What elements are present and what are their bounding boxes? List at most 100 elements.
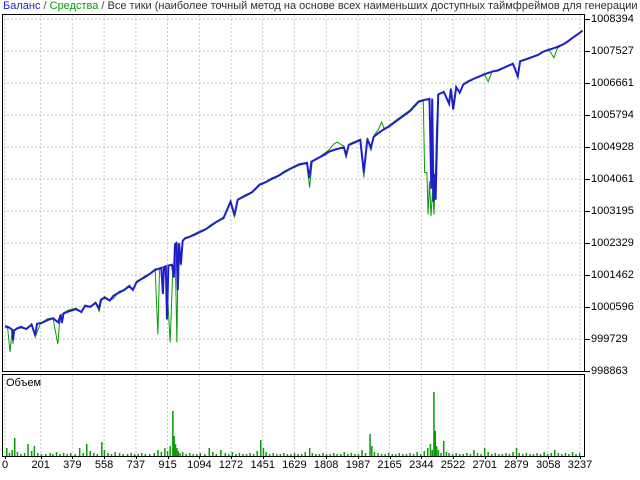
- volume-bar: [483, 448, 486, 456]
- volume-bar: [380, 454, 383, 456]
- volume-bar: [431, 450, 433, 456]
- volume-bar: [494, 453, 496, 456]
- volume-bar: [238, 453, 241, 456]
- volume-bar: [93, 453, 95, 456]
- volume-bar: [297, 454, 299, 456]
- volume-bar: [172, 411, 174, 456]
- volume-bar: [529, 454, 531, 456]
- volume-bar: [445, 452, 448, 456]
- y-axis-tick: [585, 242, 590, 244]
- volume-bar: [557, 453, 560, 456]
- x-axis-label: 1451: [250, 459, 275, 471]
- volume-bar: [192, 454, 194, 456]
- volume-pane-title: Объем: [6, 377, 42, 389]
- x-axis-label: 1272: [218, 459, 244, 471]
- volume-bar: [78, 448, 81, 456]
- volume-bar: [395, 454, 397, 456]
- volume-bar: [215, 454, 218, 456]
- volume-bar: [157, 450, 159, 456]
- y-axis-tick: [585, 339, 590, 341]
- volume-bar: [14, 438, 16, 456]
- volume-bar: [279, 454, 282, 456]
- volume-bar: [476, 453, 479, 456]
- volume-bar: [568, 454, 570, 456]
- volume-bar: [126, 454, 129, 456]
- volume-bar: [224, 453, 226, 456]
- volume-bar: [347, 454, 349, 456]
- volume-bar: [332, 453, 335, 456]
- x-axis-label: 0: [1, 459, 9, 471]
- volume-bar: [311, 453, 314, 456]
- y-axis-label: 1004061: [591, 173, 634, 186]
- volume-bar: [491, 454, 493, 456]
- x-axis-label: 3237: [567, 459, 593, 471]
- y-axis-tick: [585, 179, 590, 181]
- volume-bar: [260, 440, 262, 456]
- volume-bar: [498, 454, 500, 456]
- volume-bar: [550, 453, 552, 456]
- volume-bar: [554, 450, 556, 456]
- volume-bar: [518, 453, 520, 456]
- volume-bar: [252, 454, 255, 456]
- volume-bar: [487, 452, 489, 456]
- volume-bar: [27, 444, 29, 456]
- volume-bar: [480, 454, 482, 456]
- volume-bar: [364, 453, 367, 456]
- volume-bar: [384, 454, 386, 456]
- volume-bar: [501, 454, 504, 456]
- x-axis-tick: [262, 456, 264, 459]
- volume-bar: [20, 454, 22, 456]
- volume-bar: [107, 453, 109, 456]
- x-axis-label: 1987: [345, 459, 371, 471]
- y-axis-label: 1002329: [591, 236, 634, 249]
- volume-bar: [423, 451, 425, 456]
- volume-bar: [231, 452, 234, 456]
- y-axis-tick: [585, 115, 590, 117]
- volume-bar: [357, 454, 360, 456]
- volume-bar: [543, 452, 545, 456]
- volume-bar: [166, 451, 169, 456]
- volume-bar: [293, 453, 296, 456]
- volume-bar: [103, 450, 106, 456]
- volume-bar: [434, 431, 436, 456]
- volume-bar: [196, 454, 198, 456]
- volume-bar: [561, 454, 563, 456]
- volume-bar: [245, 454, 248, 456]
- volume-bar: [412, 454, 415, 456]
- y-axis-tick: [585, 147, 590, 148]
- volume-bar: [435, 446, 438, 456]
- volume-bar: [55, 452, 58, 456]
- volume-bar: [173, 436, 175, 456]
- volume-bar: [272, 453, 274, 456]
- volume-bar: [89, 451, 91, 456]
- volume-bar: [283, 453, 285, 456]
- volume-bar: [23, 453, 26, 456]
- y-axis-label: 1006661: [591, 77, 634, 89]
- volume-bar: [466, 453, 468, 456]
- volume-bar: [369, 434, 371, 456]
- volume-bar: [361, 450, 363, 456]
- volume-chart-pane: [2, 374, 585, 457]
- balance-equity-chart: [3, 15, 584, 371]
- volume-bar: [459, 454, 461, 456]
- x-axis-tick: [452, 456, 454, 459]
- volume-bar: [212, 452, 214, 456]
- volume-bar: [451, 454, 454, 456]
- volume-bar: [440, 453, 442, 456]
- x-axis-tick: [294, 456, 296, 459]
- x-axis-label: 915: [158, 459, 177, 471]
- volume-bar: [429, 444, 432, 456]
- volume-bar: [402, 454, 404, 456]
- volume-bar: [74, 454, 76, 456]
- y-axis-label: 998863: [591, 365, 628, 377]
- volume-bar: [33, 446, 36, 456]
- x-axis-tick: [199, 456, 201, 459]
- volume-bar: [82, 453, 84, 456]
- volume-bar: [575, 454, 577, 456]
- x-axis-label: 379: [63, 459, 82, 471]
- volume-bar: [181, 452, 184, 456]
- volume-chart: [4, 375, 581, 456]
- volume-bar: [377, 453, 379, 456]
- volume-bar: [86, 444, 88, 456]
- volume-bar: [539, 454, 542, 456]
